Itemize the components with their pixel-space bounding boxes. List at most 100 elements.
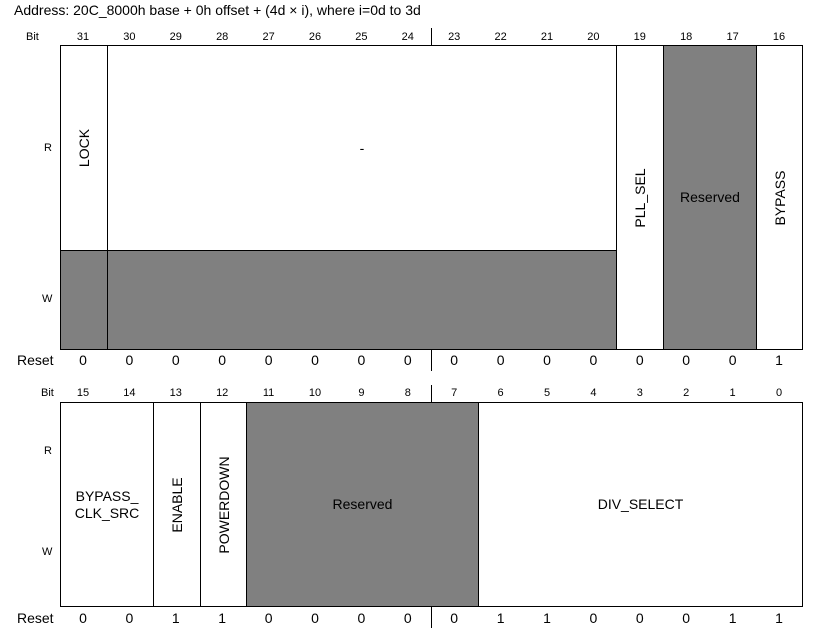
reset-value: 0 (357, 352, 366, 368)
reset-value: 1 (171, 610, 180, 626)
bit-number: 17 (726, 31, 739, 43)
bit-number: 29 (169, 31, 182, 43)
reset-value: 0 (589, 610, 598, 626)
upper-dash-field: - (107, 45, 617, 251)
bit-number: 13 (169, 387, 182, 399)
bit-number: 27 (262, 31, 275, 43)
reset-value: 0 (357, 610, 366, 626)
byte-divider (431, 28, 432, 45)
bit-number: 12 (216, 387, 229, 399)
bit-number: 3 (636, 387, 643, 399)
bit-number: 9 (358, 387, 365, 399)
write-label: W (42, 546, 53, 558)
upper-reserved-label: Reserved (680, 189, 740, 205)
bit-number: 14 (123, 387, 136, 399)
upper-reserved-field: Reserved (663, 45, 757, 350)
bit-number: 6 (497, 387, 504, 399)
bit-number: 30 (123, 31, 136, 43)
bit-number: 21 (540, 31, 554, 43)
reset-label: Reset (17, 352, 54, 368)
reset-value: 0 (543, 352, 551, 368)
reset-value: 0 (682, 610, 691, 626)
bit-number: 28 (216, 31, 229, 43)
write-label: W (42, 293, 53, 305)
reset-value: 0 (311, 610, 319, 626)
reset-value: 0 (125, 610, 134, 626)
reset-value: 0 (450, 610, 459, 626)
reset-value: 0 (728, 352, 737, 368)
bit-number: 19 (633, 31, 646, 43)
read-label: R (44, 445, 52, 457)
reset-label: Reset (17, 610, 54, 626)
reset-value: 1 (218, 610, 227, 626)
reset-value: 0 (79, 352, 87, 368)
lower-reserved-field: Reserved (246, 402, 479, 607)
reset-value: 0 (79, 610, 87, 626)
bit-number: 1 (729, 387, 736, 399)
byte-divider (431, 349, 432, 371)
bit-number: 10 (308, 387, 322, 399)
reset-value: 0 (635, 610, 644, 626)
bit-label: Bit (26, 31, 39, 43)
reset-value: 0 (589, 352, 598, 368)
bit-number: 7 (451, 387, 458, 399)
reset-value: 0 (264, 352, 273, 368)
bypass-clk-src-label-line1: BYPASS_ (75, 487, 139, 504)
reset-value: 0 (311, 352, 319, 368)
read-label: R (44, 142, 52, 154)
reset-value: 1 (775, 610, 783, 626)
reset-value: 0 (403, 352, 412, 368)
bit-number: 24 (401, 31, 414, 43)
bit-number: 8 (404, 387, 411, 399)
bit-number: 5 (543, 387, 551, 399)
reset-value: 1 (775, 352, 783, 368)
reset-value: 0 (218, 352, 227, 368)
bit-number: 11 (262, 387, 275, 399)
bypass-clk-src-field: BYPASS_ CLK_SRC (60, 402, 154, 607)
bypass-label: BYPASS (771, 170, 788, 225)
bit-number: 15 (76, 387, 90, 399)
pll-sel-field: PLL_SEL (616, 45, 664, 350)
reset-value: 0 (450, 352, 459, 368)
reset-value: 0 (171, 352, 180, 368)
reset-value: 1 (728, 610, 737, 626)
lock-label: LOCK (76, 128, 92, 168)
bit-number: 4 (590, 387, 597, 399)
bit-number: 16 (772, 31, 786, 43)
div-select-label: DIV_SELECT (597, 496, 684, 512)
byte-divider (431, 606, 432, 628)
reset-value: 0 (635, 352, 644, 368)
reset-value: 1 (543, 610, 551, 626)
bypass-clk-src-label-line2: CLK_SRC (74, 504, 140, 521)
reset-value: 1 (496, 610, 505, 626)
bit-number: 25 (355, 31, 368, 43)
bit-number: 31 (76, 31, 90, 43)
bypass-field: BYPASS (756, 45, 803, 350)
pll-sel-label: PLL_SEL (632, 167, 648, 228)
reset-value: 0 (403, 610, 412, 626)
bit-label: Bit (41, 387, 54, 399)
powerdown-field: POWERDOWN (200, 402, 247, 607)
upper-write-reserved-field (60, 250, 108, 350)
upper-write-reserved-field-2 (107, 250, 617, 350)
bit-number: 2 (683, 387, 690, 399)
reset-value: 0 (125, 352, 134, 368)
div-select-field: DIV_SELECT (478, 402, 803, 607)
lock-field: LOCK (60, 45, 108, 251)
bit-number: 23 (448, 31, 461, 43)
bit-number: 20 (587, 31, 600, 43)
enable-label: ENABLE (169, 476, 185, 533)
dash-label: - (359, 139, 365, 156)
reset-value: 0 (682, 352, 691, 368)
enable-field: ENABLE (153, 402, 201, 607)
powerdown-label: POWERDOWN (215, 455, 232, 554)
byte-divider (431, 385, 432, 402)
reset-value: 0 (496, 352, 505, 368)
bit-number: 22 (494, 31, 507, 43)
reset-value: 0 (264, 610, 273, 626)
address-line: Address: 20C_8000h base + 0h offset + (4… (14, 2, 421, 18)
bit-number: 26 (308, 31, 322, 43)
bit-number: 18 (680, 31, 693, 43)
bit-number: 0 (775, 387, 783, 399)
lower-reserved-label: Reserved (332, 496, 393, 512)
